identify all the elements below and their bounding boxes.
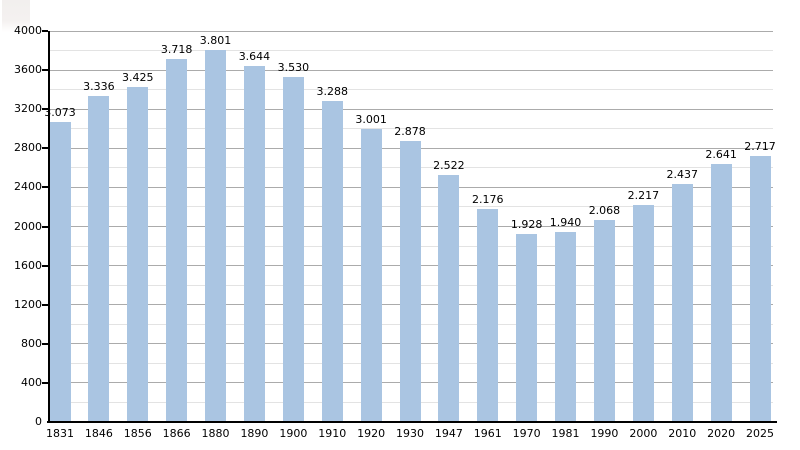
bar xyxy=(360,128,382,422)
y-tick-label: 2000 xyxy=(14,219,42,233)
y-tick-mark xyxy=(42,69,48,72)
y-tick-label: 2800 xyxy=(14,141,42,155)
y-tick-label: 1200 xyxy=(14,297,42,311)
bar xyxy=(593,219,615,422)
y-tick-mark xyxy=(42,147,48,150)
y-tick-label: 3200 xyxy=(14,102,42,116)
bar xyxy=(555,232,577,422)
bar-value-label: 1.928 xyxy=(510,217,543,231)
y-tick-mark xyxy=(42,108,48,111)
bar-value-label: 2.717 xyxy=(744,140,776,154)
x-tick-label: 1961 xyxy=(473,427,502,440)
x-tick-label: 2010 xyxy=(668,427,697,440)
y-tick-mark xyxy=(42,225,48,228)
bar xyxy=(710,163,732,422)
bar xyxy=(205,50,227,422)
bar-value-label: 3.073 xyxy=(44,105,76,119)
x-tick-label: 1846 xyxy=(84,427,113,440)
y-tick-mark xyxy=(42,264,48,267)
x-tick-label: 2020 xyxy=(707,427,736,440)
bar xyxy=(282,76,304,422)
bar-value-label: 3.644 xyxy=(238,49,271,63)
bar-value-label: 2.878 xyxy=(394,124,426,138)
bar xyxy=(127,87,149,422)
bar xyxy=(749,156,771,422)
x-tick-label: 1866 xyxy=(162,427,191,440)
bar xyxy=(438,175,460,422)
x-tick-label: 1890 xyxy=(240,427,269,440)
bar xyxy=(88,95,110,422)
x-tick-label: 1947 xyxy=(434,427,463,440)
y-tick-mark xyxy=(42,303,48,306)
y-tick-label: 800 xyxy=(21,336,42,350)
gridline-major xyxy=(49,30,773,32)
bar xyxy=(243,65,265,422)
bar-value-label: 3.718 xyxy=(160,42,193,56)
bar-value-label: 2.437 xyxy=(666,167,698,181)
y-tick-mark xyxy=(42,186,48,189)
bar xyxy=(399,140,421,422)
x-tick-label: 1880 xyxy=(201,427,230,440)
bar xyxy=(321,100,343,422)
x-tick-label: 2000 xyxy=(629,427,658,440)
bar-value-label: 3.530 xyxy=(277,60,310,74)
bar xyxy=(49,121,71,422)
x-tick-label: 1831 xyxy=(46,427,74,440)
x-tick-label: 1856 xyxy=(123,427,152,440)
y-tick-mark xyxy=(42,30,48,32)
bar-value-label: 3.001 xyxy=(355,112,387,126)
y-axis-line xyxy=(48,31,50,422)
x-tick-label: 1970 xyxy=(512,427,541,440)
gridline-major xyxy=(49,69,773,71)
x-tick-label: 2025 xyxy=(746,427,774,440)
bar xyxy=(516,233,538,422)
y-tick-label: 400 xyxy=(21,375,42,389)
x-tick-label: 1900 xyxy=(279,427,308,440)
y-tick-label: 1600 xyxy=(14,258,42,272)
bar-value-label: 2.641 xyxy=(705,147,737,161)
bar-value-label: 1.940 xyxy=(549,216,582,230)
y-tick-label: 0 xyxy=(35,415,42,428)
bar xyxy=(632,205,654,422)
bar xyxy=(671,183,693,422)
y-tick-mark xyxy=(42,342,48,345)
bar-value-label: 2.522 xyxy=(433,159,465,173)
bar xyxy=(477,209,499,422)
y-tick-label: 2400 xyxy=(14,180,42,194)
x-tick-label: 1990 xyxy=(590,427,619,440)
bar-value-label: 3.288 xyxy=(316,84,348,98)
x-tick-label: 1981 xyxy=(551,427,580,440)
y-tick-label: 3600 xyxy=(14,63,42,77)
x-tick-label: 1920 xyxy=(357,427,386,440)
bar-value-label: 2.176 xyxy=(472,193,504,207)
bar-value-label: 3.801 xyxy=(199,34,232,48)
bar-value-label: 3.425 xyxy=(122,71,154,85)
gridline-minor xyxy=(49,128,773,130)
bar-value-label: 3.336 xyxy=(83,79,115,93)
gridline-minor xyxy=(49,50,773,52)
x-tick-label: 1930 xyxy=(396,427,424,440)
y-tick-mark xyxy=(42,381,48,384)
bar-value-label: 2.068 xyxy=(588,203,621,217)
x-tick-label: 1910 xyxy=(318,427,347,440)
bar xyxy=(166,58,188,422)
gridline-minor xyxy=(49,89,773,91)
x-axis-line xyxy=(47,421,777,423)
y-tick-label: 4000 xyxy=(14,24,42,37)
gridline-major xyxy=(49,108,773,110)
bar-value-label: 2.217 xyxy=(627,189,660,203)
